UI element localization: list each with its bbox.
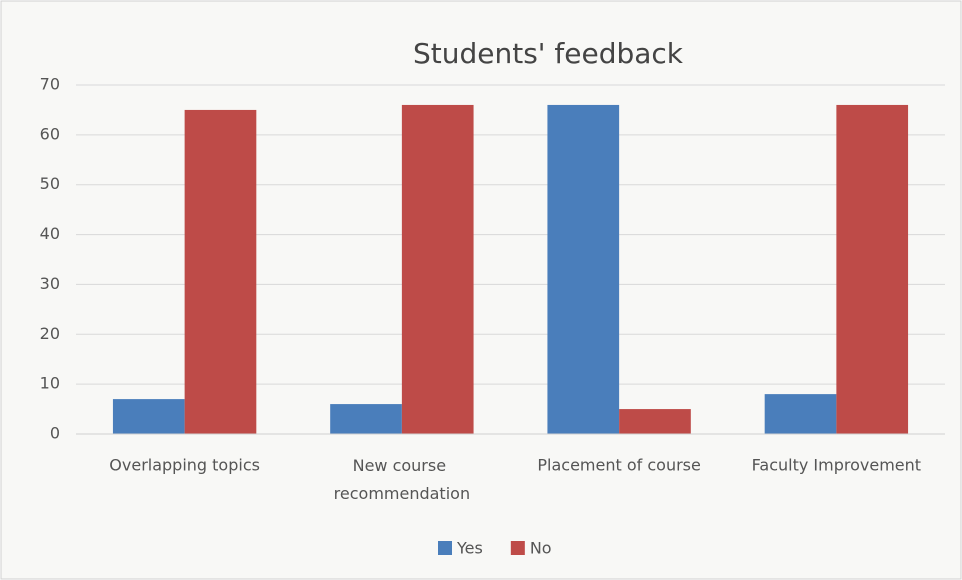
legend-swatch xyxy=(438,541,452,555)
bar xyxy=(401,104,474,434)
y-tick-label: 20 xyxy=(40,324,60,343)
x-tick-label: Faculty Improvement xyxy=(752,456,921,475)
legend-swatch xyxy=(510,541,525,555)
y-tick-label: 0 xyxy=(50,424,60,443)
y-tick-label: 60 xyxy=(40,124,60,143)
chart-title: Students' feedback xyxy=(413,37,684,70)
y-tick-label: 10 xyxy=(40,374,60,393)
y-tick-label: 40 xyxy=(40,224,60,243)
legend-label: Yes xyxy=(456,539,483,558)
bar xyxy=(836,104,909,434)
y-tick-label: 70 xyxy=(40,75,60,94)
bar xyxy=(330,404,402,434)
x-tick-label: New course recommendation xyxy=(334,456,470,503)
bar xyxy=(547,104,620,434)
bar xyxy=(619,409,691,434)
bar xyxy=(184,109,257,434)
y-tick-label: 30 xyxy=(40,274,60,293)
x-tick-label: Placement of course xyxy=(537,456,700,475)
bar xyxy=(112,399,185,434)
bar xyxy=(764,394,837,434)
y-tick-label: 50 xyxy=(40,174,60,193)
x-tick-label: Overlapping topics xyxy=(109,456,260,475)
legend-label: No xyxy=(530,539,552,558)
